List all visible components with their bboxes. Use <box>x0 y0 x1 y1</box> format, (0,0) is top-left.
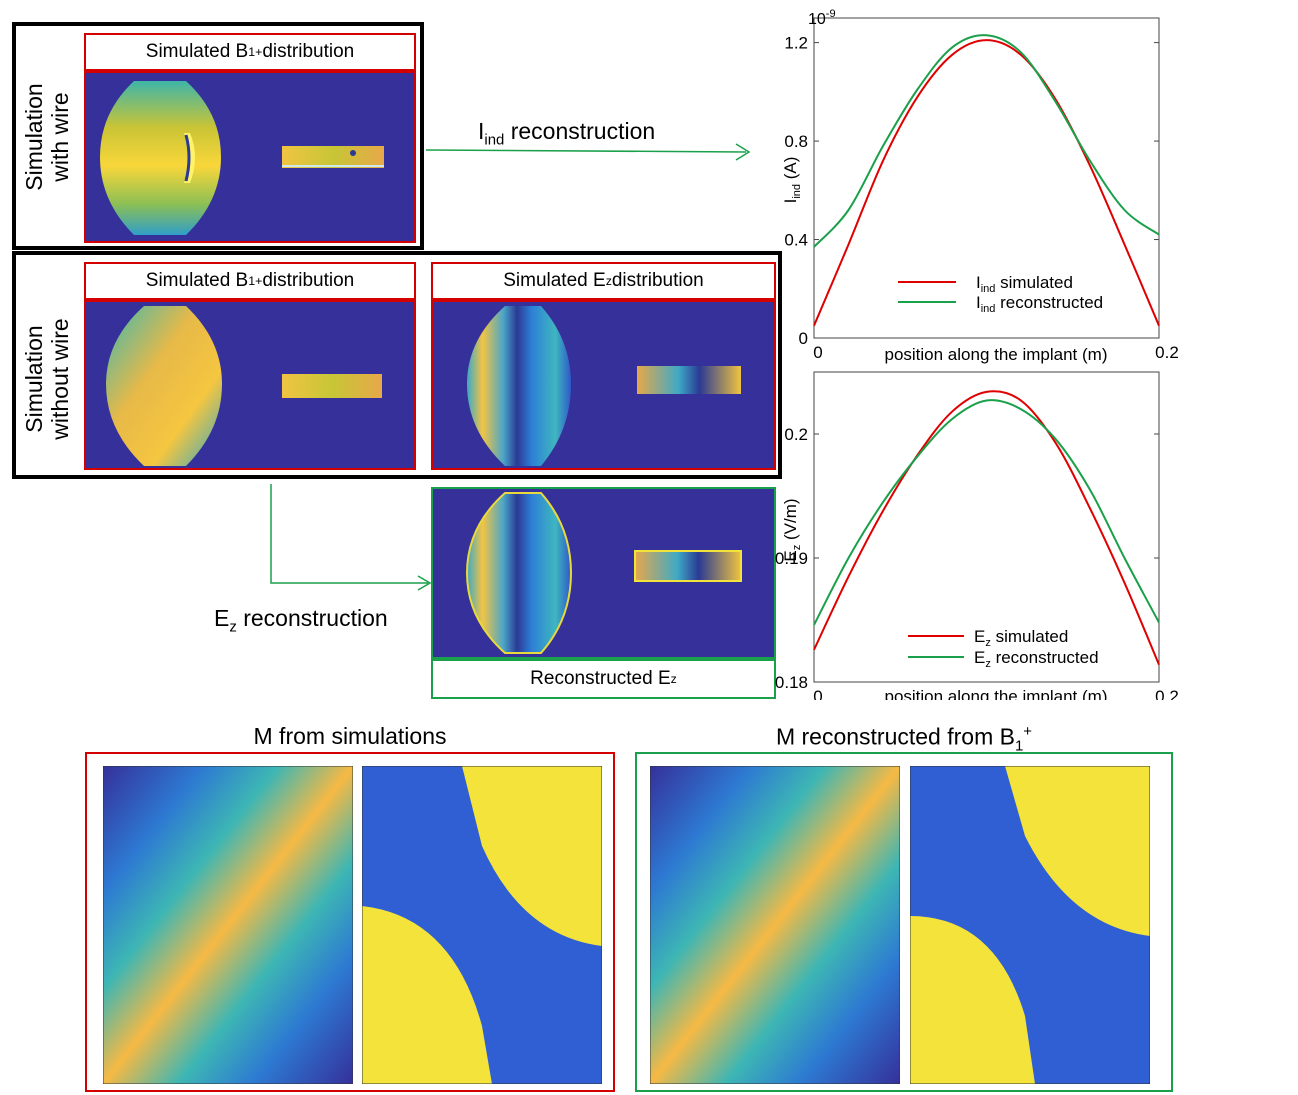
m-rec-box <box>635 752 1173 1092</box>
iind-arrow-label: Iind reconstruction <box>478 118 656 149</box>
m-sim-title: M from simulations <box>253 723 447 749</box>
m-rec-phase <box>910 766 1150 1084</box>
with-wire-b1-title: Simulated B 1 + distribution <box>84 33 416 71</box>
ez-arrow-label: Ez reconstruction <box>214 605 388 636</box>
m-sim-phase <box>362 766 602 1084</box>
ez-arrow <box>270 484 432 591</box>
m-rec-magnitude <box>650 766 900 1084</box>
m-rec-title: M reconstructed from B1+ <box>775 723 1033 755</box>
ez-chart-frame <box>813 371 1160 683</box>
m-sim-box <box>85 752 615 1092</box>
ez-ytick-label: 0.18 <box>775 673 808 692</box>
ez-legend-reconstructed: Ez reconstructed <box>974 648 1099 670</box>
ez-xlabel: position along the implant (m) <box>884 687 1107 700</box>
iind-ytick-label: 0.8 <box>784 132 808 151</box>
iind-arrow <box>425 143 751 161</box>
iind-legend-reconstructed: Iind reconstructed <box>976 293 1103 315</box>
without-wire-ez-map <box>431 300 776 470</box>
iind-ytick-label: 0 <box>799 329 808 348</box>
iind-series-simulated <box>813 39 1160 327</box>
iind-ytick-label: 1.2 <box>784 34 808 53</box>
reconstructed-ez-map <box>431 487 776 659</box>
without-wire-side-label: Simulation without wire <box>21 318 73 440</box>
reconstructed-ez-image <box>465 492 742 654</box>
m-sim-magnitude <box>103 766 353 1084</box>
iind-legend-simulated: Iind simulated <box>976 273 1073 295</box>
ez-series-reconstructed <box>813 399 1160 626</box>
without-wire-b1-title: Simulated B 1 + distribution <box>84 262 416 300</box>
ez-ytick-label: 0.19 <box>775 549 808 568</box>
with-wire-b1-image <box>100 81 384 235</box>
without-wire-b1-image <box>106 306 382 466</box>
iind-ytick-label: 0.4 <box>784 231 808 250</box>
ez-ylabel: Ez (V/m) <box>781 498 803 561</box>
without-wire-panel <box>12 251 782 479</box>
ez-series-simulated <box>813 390 1160 666</box>
iind-xtick-label: 0.2 <box>1155 343 1179 362</box>
ez-xtick-label: 0 <box>813 687 822 700</box>
ez-legend: Ez simulated Ez reconstructed <box>908 627 1099 670</box>
with-wire-side-label: Simulation with wire <box>21 83 73 191</box>
without-wire-ez-image <box>467 306 741 466</box>
iind-legend: Iind simulated Iind reconstructed <box>898 273 1103 315</box>
without-wire-b1-map <box>84 300 416 470</box>
ez-chart: 0.18 0.19 0.2 0 0.2 Ez (V/m) position along … <box>775 371 1179 700</box>
with-wire-panel <box>12 22 424 250</box>
iind-ylabel: Iind (A) <box>781 157 803 204</box>
ez-ytick-label: 0.2 <box>784 425 808 444</box>
iind-xtick-label: 0 <box>813 343 822 362</box>
with-wire-b1-map <box>84 71 416 243</box>
ez-legend-simulated: Ez simulated <box>974 627 1068 649</box>
ez-xtick-label: 0.2 <box>1155 687 1179 700</box>
iind-xlabel: position along the implant (m) <box>884 345 1107 364</box>
iind-chart: 0 0.4 0.8 1.2 0 0.2 10-9 Iind (A) position al… <box>781 8 1179 364</box>
iind-series-reconstructed <box>813 34 1160 248</box>
iind-exponent: 10-9 <box>808 8 836 28</box>
